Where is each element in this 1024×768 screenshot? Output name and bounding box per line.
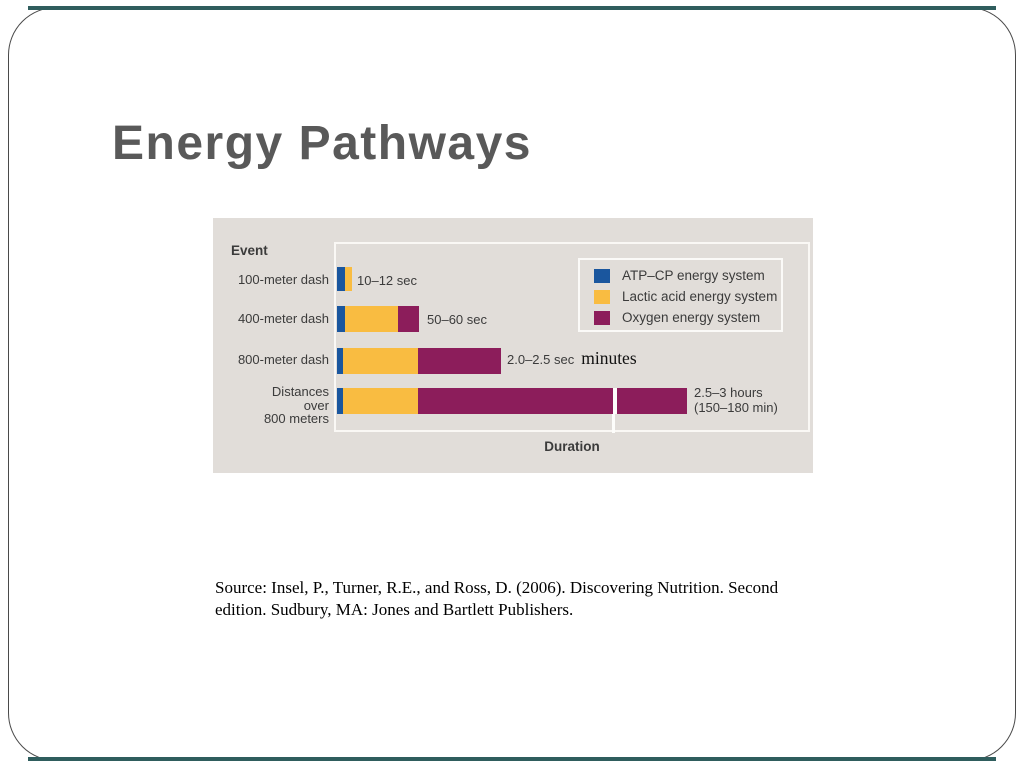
bar-segment-atp — [337, 267, 345, 291]
slide-title: Energy Pathways — [112, 117, 532, 171]
minutes-annotation: minutes — [581, 348, 637, 368]
source-line: Source: Insel, P., Turner, R.E., and Ros… — [215, 578, 779, 597]
chart-legend: ATP–CP energy system Lactic acid energy s… — [578, 258, 783, 332]
source-line: edition. Sudbury, MA: Jones and Bartlett… — [215, 600, 574, 619]
stacked-bar — [337, 388, 687, 414]
bar-segment-oxygen — [418, 348, 501, 374]
duration-value-label: 2.5–3 hours (150–180 min) — [694, 385, 778, 415]
bottom-accent-rule — [28, 757, 996, 761]
stacked-bar — [337, 348, 501, 374]
legend-swatch-oxygen — [594, 310, 610, 325]
source-citation: Source: Insel, P., Turner, R.E., and Ros… — [215, 577, 815, 621]
duration-value-label: 2.0–2.5 sec minutes — [507, 348, 637, 368]
legend-entry: Lactic acid energy system — [580, 286, 781, 307]
legend-entry: Oxygen energy system — [580, 307, 781, 328]
bar-segment-oxygen — [398, 306, 419, 332]
duration-value-label: 10–12 sec — [357, 273, 417, 288]
legend-swatch-atp — [594, 268, 610, 283]
bar-segment-atp — [337, 306, 345, 332]
bar-segment-oxygen — [418, 388, 613, 414]
bar-segment-gap — [613, 388, 617, 414]
bar-segment-lactic — [345, 267, 352, 291]
plot-area — [334, 242, 810, 432]
legend-label: ATP–CP energy system — [622, 268, 765, 283]
bar-segment-lactic — [343, 348, 418, 374]
bar-segment-lactic — [345, 306, 398, 332]
bar-segment-oxygen — [617, 388, 687, 414]
bar-segment-atp — [337, 388, 343, 414]
row-label: 800-meter dash — [237, 352, 329, 367]
row-label: 100-meter dash — [237, 272, 329, 287]
bar-segment-atp — [337, 348, 343, 374]
figure-panel: Event ATP–CP energy system Lactic acid en… — [213, 218, 813, 473]
legend-swatch-lactic — [594, 289, 610, 304]
legend-label: Oxygen energy system — [622, 310, 761, 325]
top-accent-rule — [28, 6, 996, 10]
event-axis-header: Event — [231, 243, 268, 258]
stacked-bar — [337, 267, 352, 291]
bar-segment-lactic — [343, 388, 418, 414]
row-label: Distances over 800 meters — [263, 384, 329, 426]
legend-entry: ATP–CP energy system — [580, 265, 781, 286]
legend-label: Lactic acid energy system — [622, 289, 778, 304]
duration-value-label: 50–60 sec — [427, 312, 487, 327]
stacked-bar — [337, 306, 419, 332]
row-label: 400-meter dash — [237, 311, 329, 326]
duration-axis-label: Duration — [544, 439, 600, 454]
axis-break-line — [612, 413, 615, 433]
